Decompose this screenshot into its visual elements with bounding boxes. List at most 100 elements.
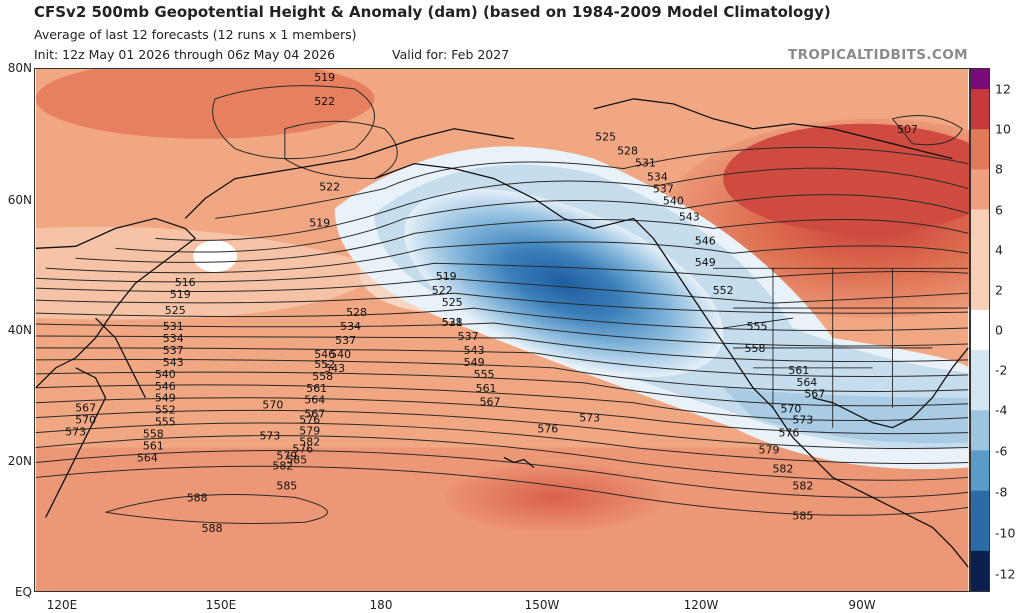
contour-label: 570 [780, 403, 801, 416]
contour-label: 579 [276, 450, 297, 463]
colorbar-label-4: 4 [995, 242, 1003, 258]
colorbar-label-6: 6 [995, 202, 1003, 218]
contour-label: 543 [679, 210, 700, 223]
lat-label-20n: 20N [7, 454, 32, 468]
contour-label: 540 [155, 368, 176, 381]
lon-label-120w: 120W [683, 598, 719, 612]
contour-label: 579 [299, 425, 320, 438]
contour-label: 558 [312, 370, 333, 383]
colorbar-swatch [971, 109, 989, 130]
colorbar-swatch [971, 550, 989, 572]
colorbar-swatch [971, 570, 989, 591]
colorbar-swatch [971, 490, 989, 512]
colorbar-label-neg2: -2 [995, 362, 1008, 378]
lat-label-80n: 80N [7, 61, 32, 75]
negative-anomaly-us [723, 387, 969, 444]
contour-label: 567 [75, 402, 96, 415]
lat-label-eq: EQ [14, 585, 32, 599]
colorbar-swatch [971, 129, 989, 150]
lon-label-120e: 120E [46, 598, 78, 612]
contour-label: 576 [299, 414, 320, 427]
contour-label: 588 [187, 491, 208, 504]
contour-label: 585 [792, 509, 813, 522]
colorbar-label-2: 2 [995, 282, 1003, 298]
contour-label: 549 [464, 356, 485, 369]
colorbar-label-10: 10 [995, 121, 1011, 137]
colorbar-swatch [971, 510, 989, 532]
weak-anomaly-kamchatka [193, 240, 238, 273]
contour-label: 561 [476, 382, 497, 395]
contour-label: 528 [346, 306, 367, 319]
contour-label: 516 [175, 276, 196, 289]
contour-label: 585 [286, 453, 307, 466]
colorbar [970, 68, 990, 592]
contour-label: 537 [458, 330, 479, 343]
political-borders [713, 267, 969, 428]
colorbar-label-8: 8 [995, 161, 1003, 177]
colorbar-swatch [971, 169, 989, 190]
contour-label: 552 [713, 284, 734, 297]
contour-label: 570 [262, 399, 283, 412]
colorbar-swatch [971, 149, 989, 170]
map-subtitle: Average of last 12 forecasts (12 runs x … [34, 27, 357, 42]
colorbar-swatch [971, 450, 989, 472]
contour-label: 534 [163, 332, 184, 345]
contour-label: 576 [778, 427, 799, 440]
contour-label: 519 [436, 270, 457, 283]
contour-label: 531 [163, 320, 184, 333]
contour-label: 525 [595, 131, 616, 144]
contour-label: 579 [759, 444, 780, 457]
contour-label: 537 [653, 183, 674, 196]
positive-anomaly-hawaii [444, 462, 664, 533]
contour-label: 564 [796, 376, 817, 389]
contour-label: 561 [788, 364, 809, 377]
colorbar-swatch [971, 530, 989, 552]
contour-label: 552 [314, 358, 335, 371]
anomaly-map: 519 522 522 519 516 519 525 531 534 537 … [34, 68, 970, 592]
colorbar-swatch [971, 350, 989, 371]
negative-anomaly-core [404, 189, 724, 378]
init-time: Init: 12z May 01 2026 through 06z May 04… [34, 47, 336, 62]
colorbar-swatch [971, 249, 989, 271]
contour-label: 519 [170, 288, 191, 301]
contour-label: 567 [804, 388, 825, 401]
contour-label: 531 [635, 157, 656, 170]
contour-label: 555 [474, 368, 495, 381]
contour-label: 558 [745, 342, 766, 355]
colorbar-label-neg10: -10 [995, 525, 1016, 541]
colorbar-swatch [971, 410, 989, 431]
contour-label: 564 [137, 451, 158, 464]
strong-anomaly-core [723, 123, 969, 234]
contour-label: 576 [292, 443, 313, 456]
colorbar-swatch [971, 309, 989, 331]
contour-label: 525 [442, 296, 463, 309]
contour-label: 552 [155, 404, 176, 417]
contour-label-group: 519 522 522 519 516 519 525 531 534 537 … [65, 71, 918, 535]
colorbar-swatch [971, 289, 989, 311]
lon-label-150e: 150E [205, 598, 237, 612]
contour-label: 576 [537, 423, 558, 436]
colorbar-label-neg4: -4 [995, 402, 1008, 418]
contour-label: 582 [272, 459, 293, 472]
contour-label: 522 [319, 181, 340, 194]
contour-label: 546 [695, 234, 716, 247]
contour-label: 528 [442, 316, 463, 329]
anomaly-arctic-west [35, 69, 375, 139]
contour-label: 549 [695, 256, 716, 269]
contour-label: 531 [442, 316, 463, 329]
contour-label: 582 [299, 436, 320, 449]
contour-label: 582 [792, 479, 813, 492]
contour-label: 519 [309, 216, 330, 229]
colorbar-label-neg12: -12 [995, 566, 1016, 582]
contour-label: 537 [163, 344, 184, 357]
contour-label: 561 [143, 440, 164, 453]
contour-label: 534 [340, 320, 361, 333]
colorbar-swatch [971, 69, 989, 90]
contour-label: 522 [314, 95, 335, 108]
contour-label: 534 [647, 171, 668, 184]
contour-label: 543 [464, 344, 485, 357]
contour-label: 528 [617, 145, 638, 158]
contour-label: 555 [155, 416, 176, 429]
contour-label: 573 [579, 412, 600, 425]
height-contours [35, 85, 969, 525]
